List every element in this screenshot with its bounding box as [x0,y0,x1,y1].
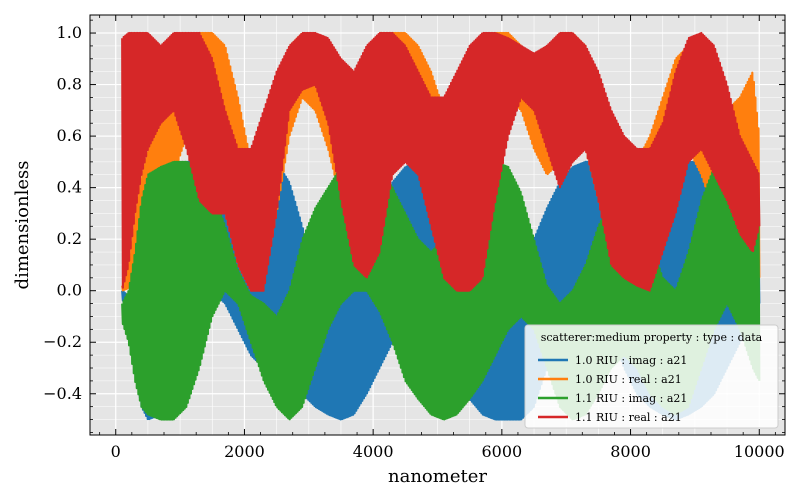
legend-item: 1.0 RIU : real : a21 [538,373,682,386]
series-layer [121,31,761,421]
y-tick-label: 0.0 [57,281,82,300]
legend-label: 1.0 RIU : imag : a21 [575,354,687,367]
legend-label: 1.1 RIU : imag : a21 [575,392,687,405]
y-tick-label: 0.8 [57,75,82,94]
y-tick-label: −0.2 [43,332,82,351]
x-axis-label: nanometer [388,466,487,487]
legend-item: 1.0 RIU : imag : a21 [538,354,687,367]
legend-item: 1.1 RIU : real : a21 [538,411,682,424]
series-3 [121,160,761,421]
x-tick-label: 2000 [224,442,265,461]
legend-label: 1.1 RIU : real : a21 [575,411,682,424]
series-line [121,31,761,292]
x-tick-label: 4000 [353,442,394,461]
y-axis-label: dimensionless [12,161,33,290]
ticks: 0 2000 4000 6000 8000 10000 −0.4 −0.2 0.0 0.2 0.4 0… [43,15,785,461]
series-line [121,160,761,421]
legend-item: 1.1 RIU : imag : a21 [538,392,687,405]
legend-box [524,324,779,429]
y-tick-label: 1.0 [57,23,82,42]
x-tick-label: 10000 [734,442,785,461]
legend-title: scatterer:medium property : type : data [541,331,763,344]
plot-frame [89,14,786,436]
y-tick-label: 0.4 [57,178,82,197]
y-tick-label: 0.6 [57,126,82,145]
series-4 [121,31,761,292]
x-tick-label: 8000 [610,442,651,461]
y-tick-label: −0.4 [43,384,82,403]
legend-label: 1.0 RIU : real : a21 [575,373,682,386]
x-tick-label: 0 [111,442,121,461]
x-tick-label: 6000 [481,442,522,461]
legend: scatterer:medium property : type : data … [524,324,779,429]
y-tick-label: 0.2 [57,229,82,248]
